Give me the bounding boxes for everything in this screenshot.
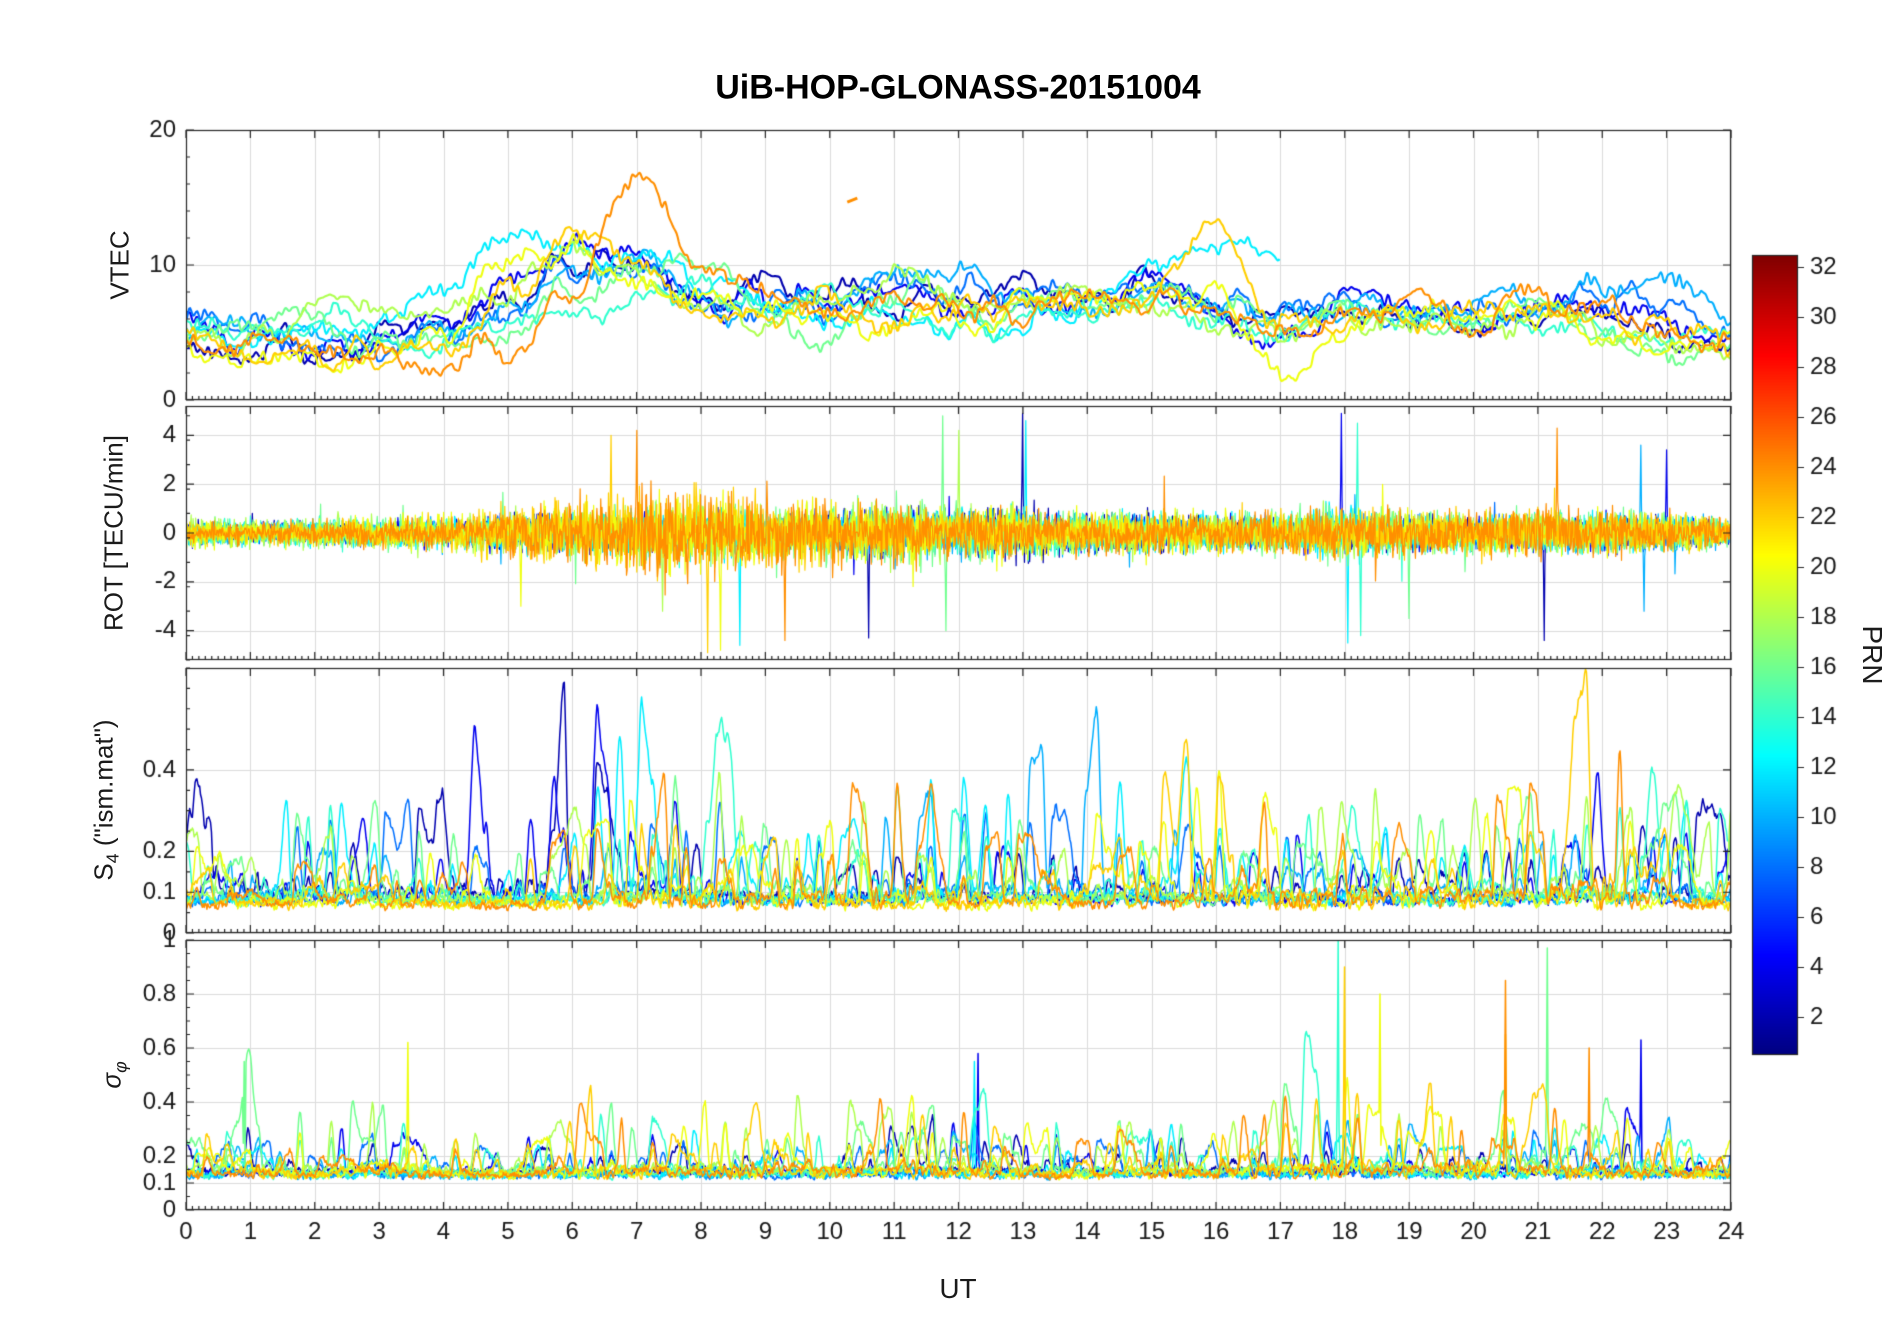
ylabel-s4: S4 ("ism.mat")	[88, 719, 123, 881]
xlabel-ut: UT	[939, 1273, 977, 1304]
chart-title: UiB-HOP-GLONASS-20151004	[715, 68, 1201, 107]
ylabel-vtec: VTEC	[104, 230, 135, 300]
ylabel-sigma-phi: σφ	[96, 1061, 131, 1089]
colorbar-label-prn: PRN	[1857, 625, 1888, 685]
ylabel-rot: ROT [TECU/min]	[98, 435, 129, 631]
